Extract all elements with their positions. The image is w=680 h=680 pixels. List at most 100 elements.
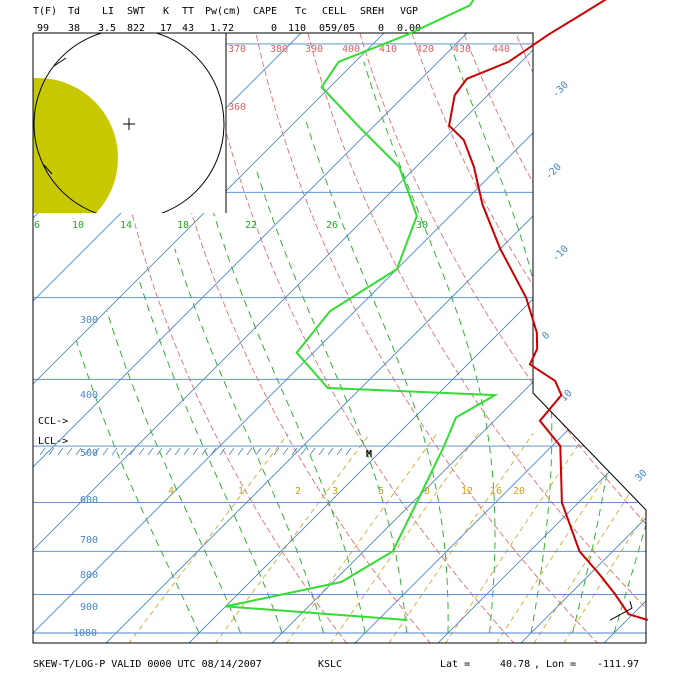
header-value-vgp: 0.00 <box>397 23 421 34</box>
lcl-tick-mark <box>174 447 181 456</box>
moist-adiabat-line <box>174 248 324 634</box>
header-value-tt: 43 <box>182 23 194 34</box>
dry-adiabat-line <box>529 33 646 643</box>
dry-adiabat-line <box>486 33 646 643</box>
mixing-ratio-line <box>280 433 438 643</box>
header-value-li: 3.5 <box>98 23 116 34</box>
pressure-label: 300 <box>80 315 98 326</box>
mixing-ratio-label: 2 <box>295 486 301 497</box>
dewpoint-profile-line <box>225 0 499 621</box>
dry-adiabat-label: 430 <box>453 44 471 55</box>
mixing-ratio-label: 20 <box>513 486 525 497</box>
dry-adiabat-label: 370 <box>228 44 246 55</box>
isotherm-line <box>33 33 545 643</box>
mixing-ratio-label: 5 <box>378 486 384 497</box>
lcl-tick-mark <box>318 447 325 456</box>
dry-adiabat-label: 400 <box>342 44 360 55</box>
isotherm-line <box>33 33 646 643</box>
header-label-cell: CELL <box>322 6 346 17</box>
isotherm-line <box>429 33 646 643</box>
footer-lon-value: -111.97 <box>597 659 639 670</box>
isotherm-line <box>97 33 646 643</box>
lcl-tick-mark <box>327 447 334 456</box>
lcl-tick-mark <box>39 447 46 456</box>
isotherm-line <box>180 33 646 643</box>
header-label-sreh: SREH <box>360 6 384 17</box>
plot-frame <box>32 32 647 644</box>
lcl-tick-mark <box>273 447 280 456</box>
mixing-ratio-label: 8 <box>424 486 430 497</box>
lcl-tick-mark <box>102 447 109 456</box>
lcl-tick-mark <box>147 447 154 456</box>
header-label-td: Td <box>68 6 80 17</box>
isotherm-line <box>512 33 646 643</box>
header-value-td: 38 <box>68 23 80 34</box>
mixing-ratio-line <box>440 433 587 643</box>
dry-adiabat-label: 360 <box>228 102 246 113</box>
dry-adiabat-label: 420 <box>416 44 434 55</box>
mixing-ratio-line <box>491 433 634 643</box>
ccl-annotation: CCL-> <box>38 416 68 427</box>
isotherm-label: -10 <box>550 244 571 265</box>
header-label-vgp: VGP <box>400 6 418 17</box>
header-label-tc: Tc <box>295 6 307 17</box>
pressure-label: 900 <box>80 602 98 613</box>
mixing-ratio-label: 3 <box>332 486 338 497</box>
lcl-tick-mark <box>237 447 244 456</box>
isotherm-line <box>33 33 646 643</box>
dry-adiabat-line <box>443 33 646 643</box>
header-value-swt: 822 <box>127 23 145 34</box>
header-value-tc: 110 <box>288 23 306 34</box>
lcl-tick-mark <box>48 447 55 456</box>
mixing-ratio-line <box>528 433 646 643</box>
isotherm-line <box>346 33 646 643</box>
footer-title: SKEW-T/LOG-P VALID 0000 UTC 08/14/2007 <box>33 659 262 670</box>
lcl-tick-mark <box>246 447 253 456</box>
lcl-tick-mark <box>120 447 127 456</box>
mixing-ratio-line <box>383 433 534 643</box>
dry-adiabat-line <box>272 33 646 643</box>
isotherm-line <box>263 33 646 643</box>
pressure-label: 800 <box>80 570 98 581</box>
header-label-pw: Pw(cm) <box>205 6 241 17</box>
lcl-tick-mark <box>291 447 298 456</box>
lcl-tick-mark <box>156 447 163 456</box>
lcl-tick-mark <box>66 447 73 456</box>
lcl-tick-mark <box>75 447 82 456</box>
header-label-tt: TT <box>182 6 194 17</box>
lcl-tick-mark <box>300 447 307 456</box>
dry-adiabat-line <box>229 33 606 643</box>
isotherm-line <box>33 33 628 643</box>
mixing-ratio-label: 12 <box>461 486 473 497</box>
hodograph-ring <box>33 33 225 213</box>
moist-adiabat-label: 26 <box>326 220 338 231</box>
isotherm-line <box>33 33 646 643</box>
moist-adiabat-label: 30 <box>416 220 428 231</box>
header-label-cape: CAPE <box>253 6 277 17</box>
wind-barb-staff <box>609 607 633 621</box>
lcl-tick-mark <box>228 447 235 456</box>
lcl-tick-mark <box>84 447 91 456</box>
lcl-tick-mark <box>336 447 343 456</box>
moist-adiabat-line <box>449 43 553 634</box>
lcl-tick-mark <box>309 447 316 456</box>
footer-lon-label: , Lon = <box>534 659 576 670</box>
moist-adiabat-line <box>138 278 283 634</box>
mixing-ratio-line <box>324 433 479 643</box>
sounding-profiles <box>225 0 649 621</box>
mixing-ratio-line <box>558 433 646 643</box>
dry-adiabat-label: 380 <box>270 44 288 55</box>
lcl-tick-mark <box>165 447 172 456</box>
isotherm-line <box>595 33 646 643</box>
header-label-li: LI <box>102 6 114 17</box>
moist-adiabat-line <box>613 43 646 634</box>
header-value-pw: 1.72 <box>210 23 234 34</box>
lcl-tick-mark <box>255 447 262 456</box>
dry-adiabat-line <box>315 33 646 643</box>
footer-bar: SKEW-T/LOG-P VALID 0000 UTC 08/14/2007 K… <box>33 659 639 670</box>
moist-adiabat-label: 6 <box>34 220 40 231</box>
lcl-tick-mark <box>111 447 118 456</box>
stability-header: T(F) Td LI SWT K TT Pw(cm) CAPE Tc CELL … <box>33 6 421 34</box>
dry-adiabat-line <box>659 0 680 651</box>
